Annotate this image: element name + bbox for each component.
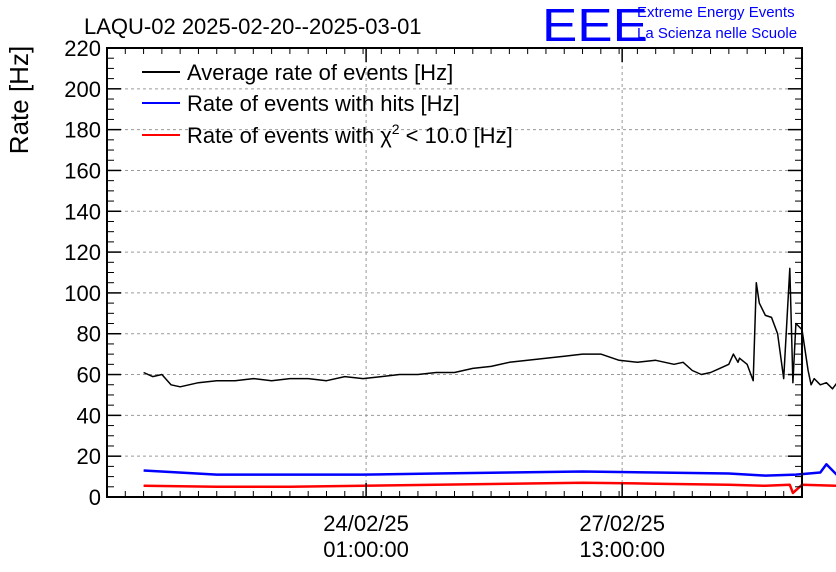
y-axis-label: Rate [Hz] xyxy=(4,46,34,154)
x-tick-label-date: 27/02/25 xyxy=(579,511,665,536)
y-tick-label: 120 xyxy=(64,240,101,265)
y-tick-label: 20 xyxy=(77,444,101,469)
series-lines xyxy=(143,267,836,495)
y-tick-label: 40 xyxy=(77,403,101,428)
legend: Average rate of events [Hz] Rate of event… xyxy=(142,60,513,148)
x-tick-label-time: 13:00:00 xyxy=(579,537,665,562)
brand-subtitle: La Scienza nelle Scuole xyxy=(637,25,798,42)
y-tick-label: 140 xyxy=(64,199,101,224)
brand-name: Extreme Energy Events xyxy=(637,4,795,21)
chart-title: LAQU-02 2025-02-20--2025-03-01 xyxy=(84,14,422,39)
eee-logo: EEE xyxy=(542,0,648,51)
series-line-chi2 xyxy=(143,481,836,495)
grid-lines xyxy=(107,48,802,497)
axes: 0 20 40 60 80 100 120 140 160 180 200 220 24/02/2501… xyxy=(64,36,803,562)
x-tick-label-date: 24/02/25 xyxy=(323,511,409,536)
legend-label-average: Average rate of events [Hz] xyxy=(187,60,453,85)
legend-label-chi2: Rate of events with χ2 < 10.0 [Hz] xyxy=(187,121,513,148)
y-tick-label: 160 xyxy=(64,158,101,183)
series-line-hits xyxy=(143,463,836,477)
y-tick-label: 180 xyxy=(64,118,101,143)
y-tick-label: 60 xyxy=(77,363,101,388)
y-tick-label: 200 xyxy=(64,77,101,102)
x-tick-label-time: 01:00:00 xyxy=(323,537,409,562)
series-line-average xyxy=(143,267,836,390)
y-tick-label: 0 xyxy=(89,485,101,510)
legend-label-hits: Rate of events with hits [Hz] xyxy=(187,91,460,116)
y-tick-label: 220 xyxy=(64,36,101,61)
y-tick-label: 100 xyxy=(64,281,101,306)
y-tick-label: 80 xyxy=(77,322,101,347)
